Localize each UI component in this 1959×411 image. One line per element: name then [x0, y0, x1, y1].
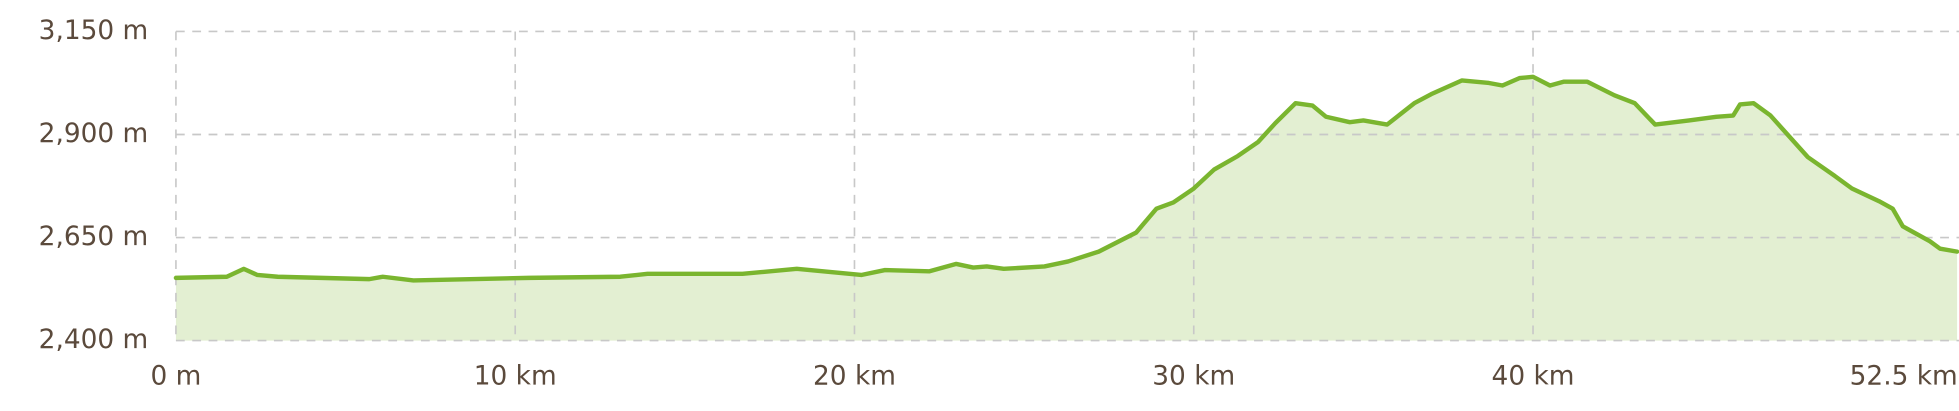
x-tick-label: 40 km [1492, 362, 1575, 392]
x-tick-label: 20 km [813, 362, 896, 392]
x-tick-label: 0 m [150, 362, 201, 392]
x-tick-label: 30 km [1152, 362, 1235, 392]
elevation-line [173, 74, 1959, 283]
x-tick-label: 10 km [474, 362, 557, 392]
y-tick-label: 3,150 m [39, 16, 149, 46]
elevation-area [175, 76, 1958, 341]
y-tick-label: 2,650 m [39, 222, 149, 252]
y-tick-label: 2,400 m [39, 325, 149, 355]
y-tick-label: 2,900 m [39, 119, 149, 149]
x-tick-label: 52.5 km [1850, 362, 1958, 392]
